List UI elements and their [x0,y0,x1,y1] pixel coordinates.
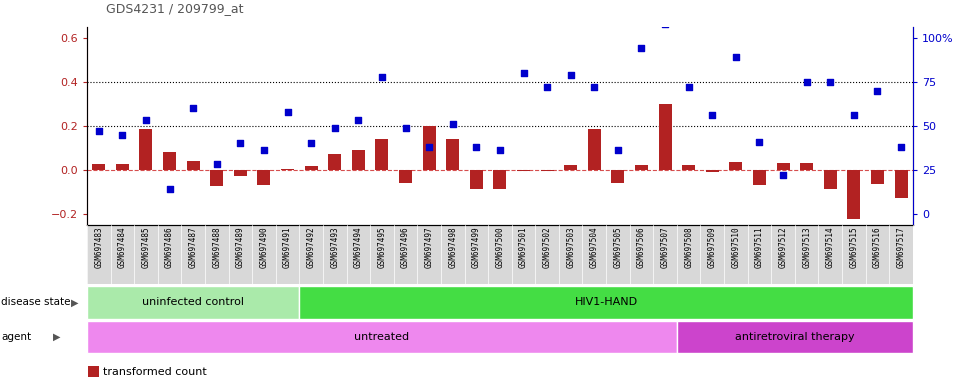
Point [704,112,720,118]
Bar [88,366,99,377]
Point [611,147,626,154]
Bar [847,170,861,219]
Bar [587,129,601,170]
Bar [446,139,459,170]
Bar [399,170,412,183]
Point [280,109,296,115]
Bar [281,169,294,170]
Point [162,186,178,192]
Bar [299,286,913,319]
Bar [422,126,436,170]
Bar [635,166,648,170]
Bar [234,170,247,176]
Text: agent: agent [1,332,31,342]
Bar [777,163,789,170]
Bar [211,170,223,186]
Point [681,84,696,90]
Point [563,72,579,78]
Point [138,118,154,124]
Point [469,144,484,150]
Bar [753,170,766,185]
Bar [494,170,506,189]
Bar [800,163,813,170]
Bar [87,286,299,319]
Bar [87,321,677,353]
Bar [871,170,884,184]
Bar [824,170,837,189]
Text: ▶: ▶ [53,332,61,342]
Point [91,128,106,134]
Point [374,73,389,79]
Point [752,139,767,145]
Point [823,79,838,85]
Point [728,54,744,60]
Point [351,118,366,124]
Bar [659,104,671,170]
Bar [257,170,270,185]
Bar [729,162,743,170]
Bar [895,170,908,198]
Point [776,172,791,178]
Bar [376,139,388,170]
Point [398,124,413,131]
Bar [469,170,483,189]
Point [492,147,508,154]
Point [634,45,649,51]
Bar [186,161,200,170]
Point [658,21,673,27]
Bar [682,166,696,170]
Point [327,124,343,131]
Point [233,140,248,146]
Point [209,161,224,167]
Point [869,88,885,94]
Bar [163,152,176,170]
Point [586,84,602,90]
Bar [564,166,578,170]
Bar [706,170,719,172]
Point [185,105,201,111]
Bar [352,150,365,170]
Bar [611,170,624,183]
Point [445,121,461,127]
Bar [116,164,128,170]
Point [894,144,909,150]
Text: antiretroviral therapy: antiretroviral therapy [735,332,855,342]
Point [846,112,862,118]
Bar [541,170,554,171]
Point [115,131,130,137]
Bar [677,321,913,353]
Point [516,70,531,76]
Point [799,79,814,85]
Text: disease state: disease state [1,297,71,308]
Bar [328,154,341,170]
Text: uninfected control: uninfected control [142,297,244,308]
Point [303,140,319,146]
Point [421,144,437,150]
Bar [139,129,153,170]
Text: GDS4231 / 209799_at: GDS4231 / 209799_at [106,2,243,15]
Bar [92,164,105,170]
Bar [304,166,318,170]
Point [256,147,271,154]
Text: untreated: untreated [355,332,410,342]
Text: ▶: ▶ [71,297,78,308]
Bar [517,170,530,171]
Point [539,84,554,90]
Text: transformed count: transformed count [102,366,207,377]
Text: HIV1-HAND: HIV1-HAND [575,297,638,308]
